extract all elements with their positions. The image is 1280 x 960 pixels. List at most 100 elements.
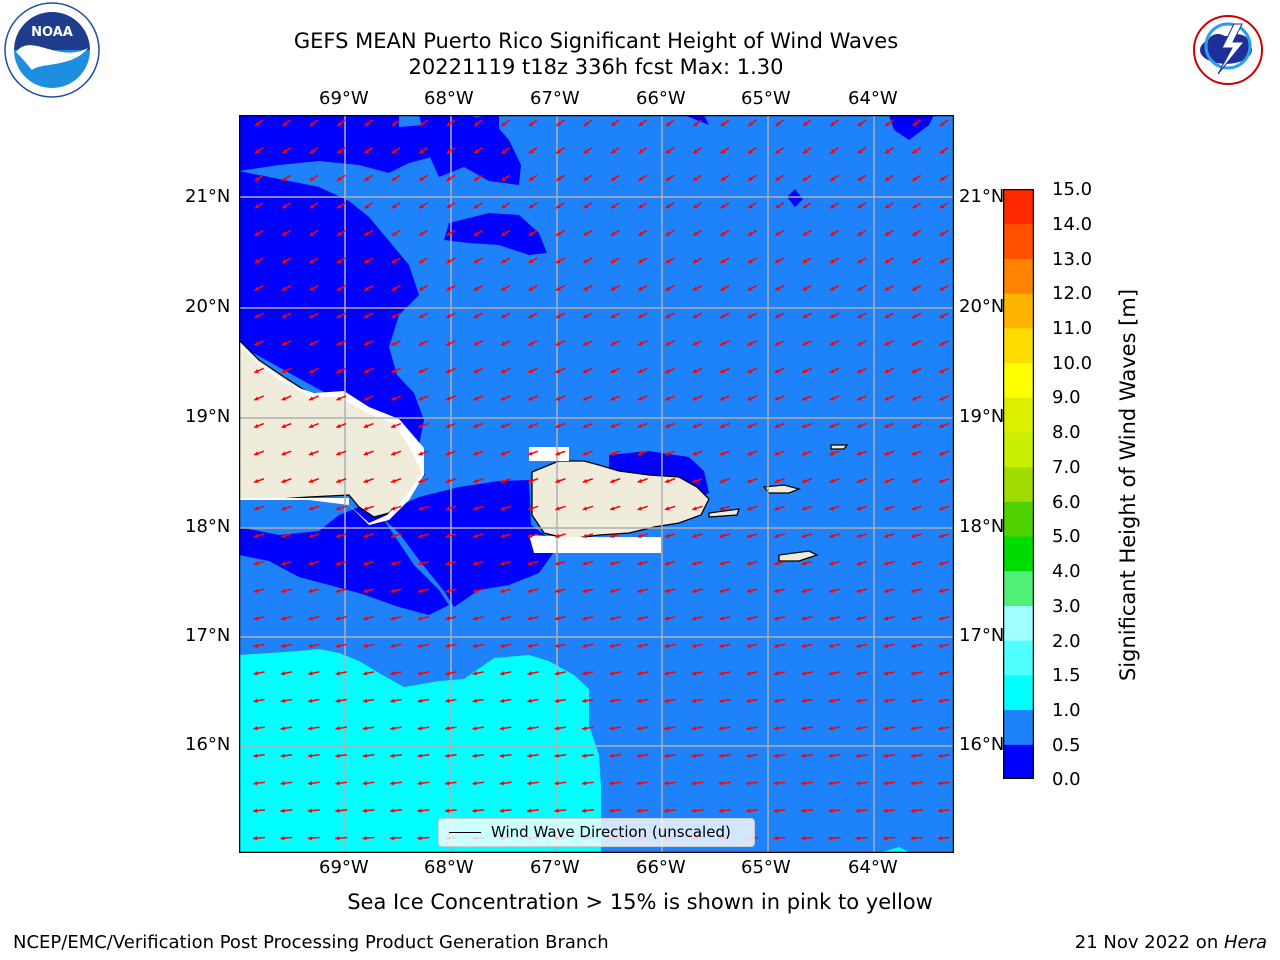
wave-arrow-head bbox=[802, 423, 807, 428]
wave-arrow-head bbox=[884, 259, 890, 264]
wave-arrow-head bbox=[719, 698, 724, 703]
wave-arrow-head bbox=[445, 451, 451, 456]
wave-arrow-head bbox=[336, 314, 342, 318]
wave-arrow-head bbox=[253, 533, 259, 539]
wave-arrow-head bbox=[692, 588, 697, 593]
wave-arrow-head bbox=[774, 561, 779, 566]
wave-arrow-head bbox=[527, 533, 533, 539]
wave-arrow-head bbox=[665, 368, 670, 373]
wave-arrow-head bbox=[280, 781, 285, 786]
wave-arrow-head bbox=[856, 753, 861, 758]
wave-arrow-head bbox=[335, 835, 340, 841]
wave-arrow-head bbox=[801, 726, 806, 731]
wave-arrow-head bbox=[912, 204, 917, 209]
wave-arrow-head bbox=[280, 808, 285, 813]
wave-arrow-head bbox=[911, 341, 917, 346]
wave-arrow-head bbox=[828, 698, 834, 703]
wave-arrow-head bbox=[473, 286, 479, 291]
wave-arrow-head bbox=[307, 835, 312, 841]
wave-arrow-head bbox=[611, 149, 616, 154]
wave-arrow-head bbox=[336, 341, 342, 346]
wave-arrow-head bbox=[582, 671, 587, 676]
colorbar-swatch bbox=[1003, 674, 1034, 711]
wave-arrow-head bbox=[255, 121, 260, 126]
wave-arrow-head bbox=[582, 451, 588, 456]
wave-arrow-head bbox=[636, 753, 642, 758]
wave-arrow-head bbox=[527, 671, 532, 676]
wave-arrow-head bbox=[281, 341, 287, 346]
wave-arrow-head bbox=[336, 231, 342, 236]
wave-arrow-head bbox=[637, 561, 642, 566]
wave-arrow-head bbox=[280, 671, 286, 676]
colorbar-tick: 4.0 bbox=[1052, 561, 1081, 582]
wave-arrow-head bbox=[500, 643, 505, 648]
wave-arrow-head bbox=[664, 533, 670, 539]
wave-arrow-head bbox=[528, 149, 534, 154]
colorbar-tick: 5.0 bbox=[1052, 526, 1081, 547]
wave-arrow-head bbox=[254, 451, 259, 456]
wave-arrow-head bbox=[719, 643, 724, 648]
wave-arrow-head bbox=[281, 423, 287, 428]
wave-arrow-head bbox=[336, 396, 341, 401]
wave-arrow-head bbox=[253, 506, 259, 511]
wave-arrow-head bbox=[280, 726, 285, 731]
wave-arrow-head bbox=[883, 781, 888, 786]
st-croix bbox=[778, 550, 819, 562]
wave-arrow-head bbox=[693, 231, 698, 236]
wave-arrow-head bbox=[280, 698, 286, 703]
wave-arrow-head bbox=[281, 533, 286, 539]
lon-tick-top: 68°W bbox=[424, 88, 474, 109]
wave-arrow-head bbox=[500, 533, 505, 539]
wave-arrow-head bbox=[609, 561, 615, 566]
wave-arrow-head bbox=[720, 259, 725, 264]
wave-arrow-head bbox=[719, 588, 724, 593]
wave-arrow-head bbox=[500, 478, 506, 484]
wave-arrow-head bbox=[281, 396, 287, 401]
wave-arrow-head bbox=[719, 423, 725, 428]
wave-arrow-head bbox=[718, 781, 724, 786]
wave-arrow-head bbox=[746, 671, 752, 676]
wave-arrow-head bbox=[500, 561, 505, 566]
wave-arrow-head bbox=[254, 396, 259, 401]
lon-tick-bottom: 66°W bbox=[636, 857, 686, 878]
wave-arrow-head bbox=[856, 643, 861, 648]
wave-arrow-head bbox=[280, 753, 285, 758]
wave-arrow-head bbox=[665, 341, 670, 346]
wave-arrow-head bbox=[363, 341, 369, 346]
wave-arrow-head bbox=[691, 753, 696, 758]
wave-arrow-head bbox=[774, 533, 779, 539]
sea-ice-note: Sea Ice Concentration > 15% is shown in … bbox=[347, 890, 933, 914]
wave-arrow-head bbox=[610, 259, 616, 264]
wave-arrow-head bbox=[281, 616, 286, 621]
wave-arrow-head bbox=[692, 616, 697, 621]
wave-arrow-head bbox=[939, 396, 944, 401]
wave-arrow-head bbox=[883, 808, 888, 813]
wave-arrow-head bbox=[774, 341, 780, 346]
wave-arrow-head bbox=[884, 368, 890, 373]
wave-arrow-head bbox=[390, 616, 396, 621]
lat-tick-right: 18°N bbox=[959, 516, 1005, 537]
wave-arrow-head bbox=[363, 588, 368, 593]
wave-arrow-head bbox=[528, 314, 534, 318]
wave-arrow-head bbox=[556, 204, 561, 209]
wave-arrow-head bbox=[364, 121, 370, 126]
wave-arrow-head bbox=[801, 561, 807, 566]
wave-arrow-head bbox=[939, 149, 945, 154]
colorbar-swatch bbox=[1003, 709, 1034, 745]
wave-arrow-head bbox=[884, 231, 890, 236]
wave-arrow-head bbox=[611, 121, 616, 126]
wave-arrow-head bbox=[774, 671, 779, 676]
wave-arrow-head bbox=[912, 231, 917, 236]
wave-arrow-head bbox=[391, 478, 396, 484]
wave-arrow-head bbox=[254, 368, 259, 373]
wave-arrow-head bbox=[473, 231, 479, 236]
wave-arrow-head bbox=[746, 616, 752, 621]
wave-arrow-head bbox=[829, 506, 834, 511]
wave-arrow-head bbox=[418, 533, 423, 539]
wave-arrow-head bbox=[609, 753, 614, 758]
wave-arrow-head bbox=[583, 204, 589, 209]
wave-arrow-head bbox=[555, 616, 560, 621]
colorbar-swatch bbox=[1003, 570, 1034, 606]
wave-arrow-head bbox=[362, 753, 368, 758]
wave-arrow-head bbox=[885, 149, 890, 154]
